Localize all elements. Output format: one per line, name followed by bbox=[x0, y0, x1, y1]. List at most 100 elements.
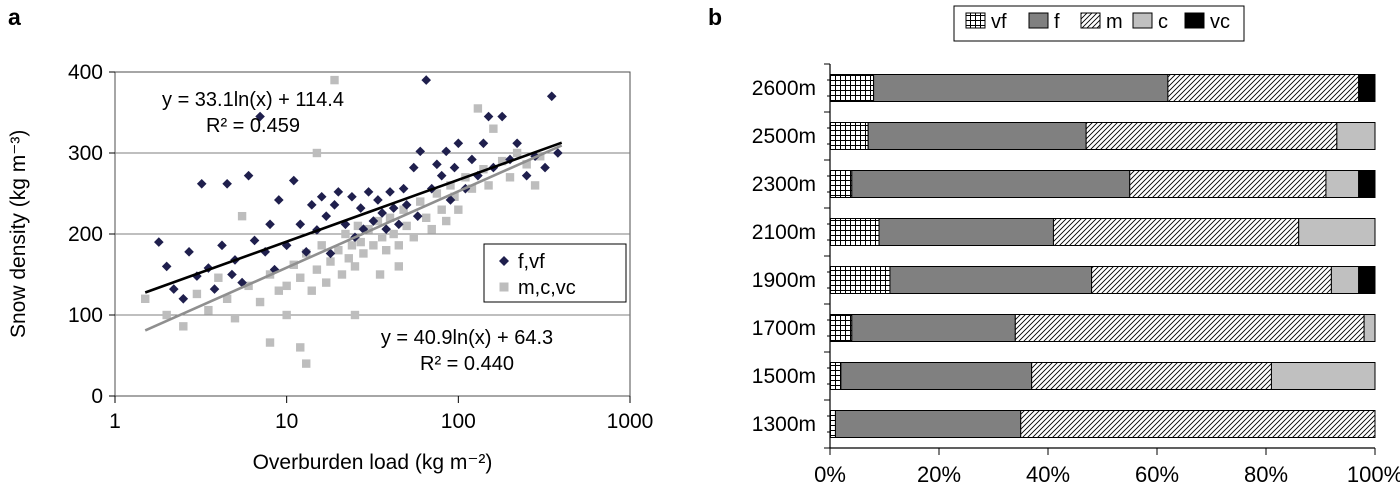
trend-line-m-c-vc bbox=[144, 144, 563, 332]
bar-segment-vf bbox=[829, 218, 880, 246]
panel-b: b 2600m 2500m 2300m 2100m 1900m 1700m 1500m 130… bbox=[700, 0, 1400, 496]
y-axis-title: Snow density (kg m⁻³) bbox=[7, 129, 30, 339]
bar-segment-m bbox=[1129, 170, 1327, 198]
bar-segment-vc bbox=[1358, 74, 1376, 102]
bar-segment-vf bbox=[829, 122, 869, 150]
legend-diamond-icon bbox=[499, 256, 509, 266]
bar-segment-vf bbox=[829, 362, 842, 390]
svg-text:400: 400 bbox=[68, 61, 103, 84]
bar-segment-vf bbox=[829, 170, 853, 198]
bar-segment-f bbox=[851, 314, 1016, 342]
svg-text:2300m: 2300m bbox=[752, 173, 816, 196]
bar-segment-f bbox=[840, 362, 1033, 390]
scatter-plot-root: 0 100 200 300 400 1 10 100 1000 y = 33.1ln(x) + 1… bbox=[68, 61, 653, 433]
svg-text:vf: vf bbox=[991, 11, 1007, 33]
bar-segment-m bbox=[1052, 218, 1300, 246]
x-axis: 1 10 100 1000 bbox=[109, 396, 653, 433]
svg-text:y = 40.9ln(x) + 64.3: y = 40.9ln(x) + 64.3 bbox=[381, 327, 553, 349]
bar-row-2500m bbox=[829, 122, 1376, 150]
svg-text:60%: 60% bbox=[1135, 462, 1179, 487]
svg-text:0: 0 bbox=[91, 385, 103, 408]
bar-segment-m bbox=[1167, 74, 1360, 102]
svg-text:y = 33.1ln(x) + 114.4: y = 33.1ln(x) + 114.4 bbox=[162, 89, 344, 111]
bar-segment-f bbox=[889, 266, 1093, 294]
bar-segment-f bbox=[851, 170, 1131, 198]
svg-text:m,c,vc: m,c,vc bbox=[518, 277, 576, 299]
legend-swatch-f bbox=[1028, 12, 1049, 29]
svg-text:20%: 20% bbox=[917, 462, 961, 487]
svg-text:100: 100 bbox=[441, 410, 476, 433]
svg-text:R² = 0.459: R² = 0.459 bbox=[206, 115, 300, 137]
svg-text:1: 1 bbox=[109, 410, 121, 433]
legend-a: f,vf m,c,vc bbox=[483, 243, 627, 303]
equation-annotation: y = 40.9ln(x) + 64.3 R² = 0.440 bbox=[381, 327, 553, 375]
bar-row-2100m bbox=[829, 218, 1376, 246]
legend-b: vf f m c vc bbox=[953, 5, 1245, 42]
svg-text:40%: 40% bbox=[1026, 462, 1070, 487]
panel-a-label: a bbox=[8, 4, 21, 30]
x-axis-title: Overburden load (kg m⁻²) bbox=[252, 451, 493, 474]
bar-segment-c bbox=[1336, 122, 1376, 150]
svg-text:1900m: 1900m bbox=[752, 269, 816, 292]
bar-segment-f bbox=[867, 122, 1087, 150]
stacked-bar-chart: 2600m 2500m 2300m 2100m 1900m 1700m 1500m 1300m… bbox=[752, 5, 1400, 487]
bar-row-2300m bbox=[829, 170, 1376, 198]
bar-segment-vc bbox=[1358, 266, 1376, 294]
legend-swatch-m bbox=[1080, 12, 1101, 29]
bar-segment-m bbox=[1085, 122, 1338, 150]
bar-segment-f bbox=[834, 410, 1022, 438]
legend-swatch-vf bbox=[965, 12, 986, 29]
svg-text:c: c bbox=[1158, 11, 1168, 33]
svg-text:f: f bbox=[1054, 11, 1060, 33]
svg-text:m: m bbox=[1106, 11, 1123, 33]
bar-row-1300m bbox=[829, 410, 1376, 438]
legend-swatch-vc bbox=[1184, 12, 1205, 29]
svg-text:vc: vc bbox=[1210, 11, 1230, 33]
legend-swatch-c bbox=[1132, 12, 1153, 29]
bar-row-1500m bbox=[829, 362, 1376, 390]
svg-text:2100m: 2100m bbox=[752, 221, 816, 244]
svg-text:80%: 80% bbox=[1244, 462, 1288, 487]
bar-segment-c bbox=[1270, 362, 1376, 390]
equation-annotation: y = 33.1ln(x) + 114.4 R² = 0.459 bbox=[162, 89, 344, 137]
bar-segment-f bbox=[873, 74, 1169, 102]
bar-segment-c bbox=[1298, 218, 1376, 246]
bar-segment-vf bbox=[829, 410, 836, 438]
bar-segment-vc bbox=[1358, 170, 1376, 198]
svg-text:300: 300 bbox=[68, 142, 103, 165]
bar-segment-m bbox=[1020, 410, 1376, 438]
svg-text:0%: 0% bbox=[814, 462, 846, 487]
bar-segment-c bbox=[1363, 314, 1376, 342]
panel-a: a Snow density (kg m⁻³) 0 100 200 300 400 1 10… bbox=[0, 0, 690, 496]
svg-text:100%: 100% bbox=[1347, 462, 1400, 487]
bar-segment-vf bbox=[829, 314, 853, 342]
svg-text:200: 200 bbox=[68, 223, 103, 246]
legend-square-icon bbox=[499, 282, 509, 292]
bar-segment-vf bbox=[829, 74, 875, 102]
svg-text:100: 100 bbox=[68, 304, 103, 327]
svg-text:2600m: 2600m bbox=[752, 77, 816, 100]
legend-a-box bbox=[483, 243, 627, 303]
bar-row-2600m bbox=[829, 74, 1376, 102]
bar-row-1700m bbox=[829, 314, 1376, 342]
svg-text:1000: 1000 bbox=[607, 410, 654, 433]
bar-segment-f bbox=[878, 218, 1054, 246]
bar-segment-c bbox=[1330, 266, 1360, 294]
svg-text:10: 10 bbox=[275, 410, 298, 433]
bar-segment-m bbox=[1031, 362, 1272, 390]
bar-row-1900m bbox=[829, 266, 1376, 294]
svg-text:1500m: 1500m bbox=[752, 365, 816, 388]
bar-segment-c bbox=[1325, 170, 1360, 198]
svg-text:1700m: 1700m bbox=[752, 317, 816, 340]
y-axis: 0 100 200 300 400 bbox=[68, 61, 115, 408]
scatter-chart: 0 100 200 300 400 1 10 100 1000 y = 33.1ln(x) + 1… bbox=[68, 61, 653, 433]
bar-chart-root: 2600m 2500m 2300m 2100m 1900m 1700m 1500m 1300m… bbox=[752, 5, 1400, 487]
panel-b-label: b bbox=[708, 4, 723, 30]
trend-line-f-vf bbox=[144, 141, 563, 294]
svg-text:R² = 0.440: R² = 0.440 bbox=[420, 353, 514, 375]
svg-text:1300m: 1300m bbox=[752, 413, 816, 436]
bar-segment-vf bbox=[829, 266, 891, 294]
svg-text:f,vf: f,vf bbox=[518, 251, 545, 273]
bar-segment-m bbox=[1014, 314, 1365, 342]
